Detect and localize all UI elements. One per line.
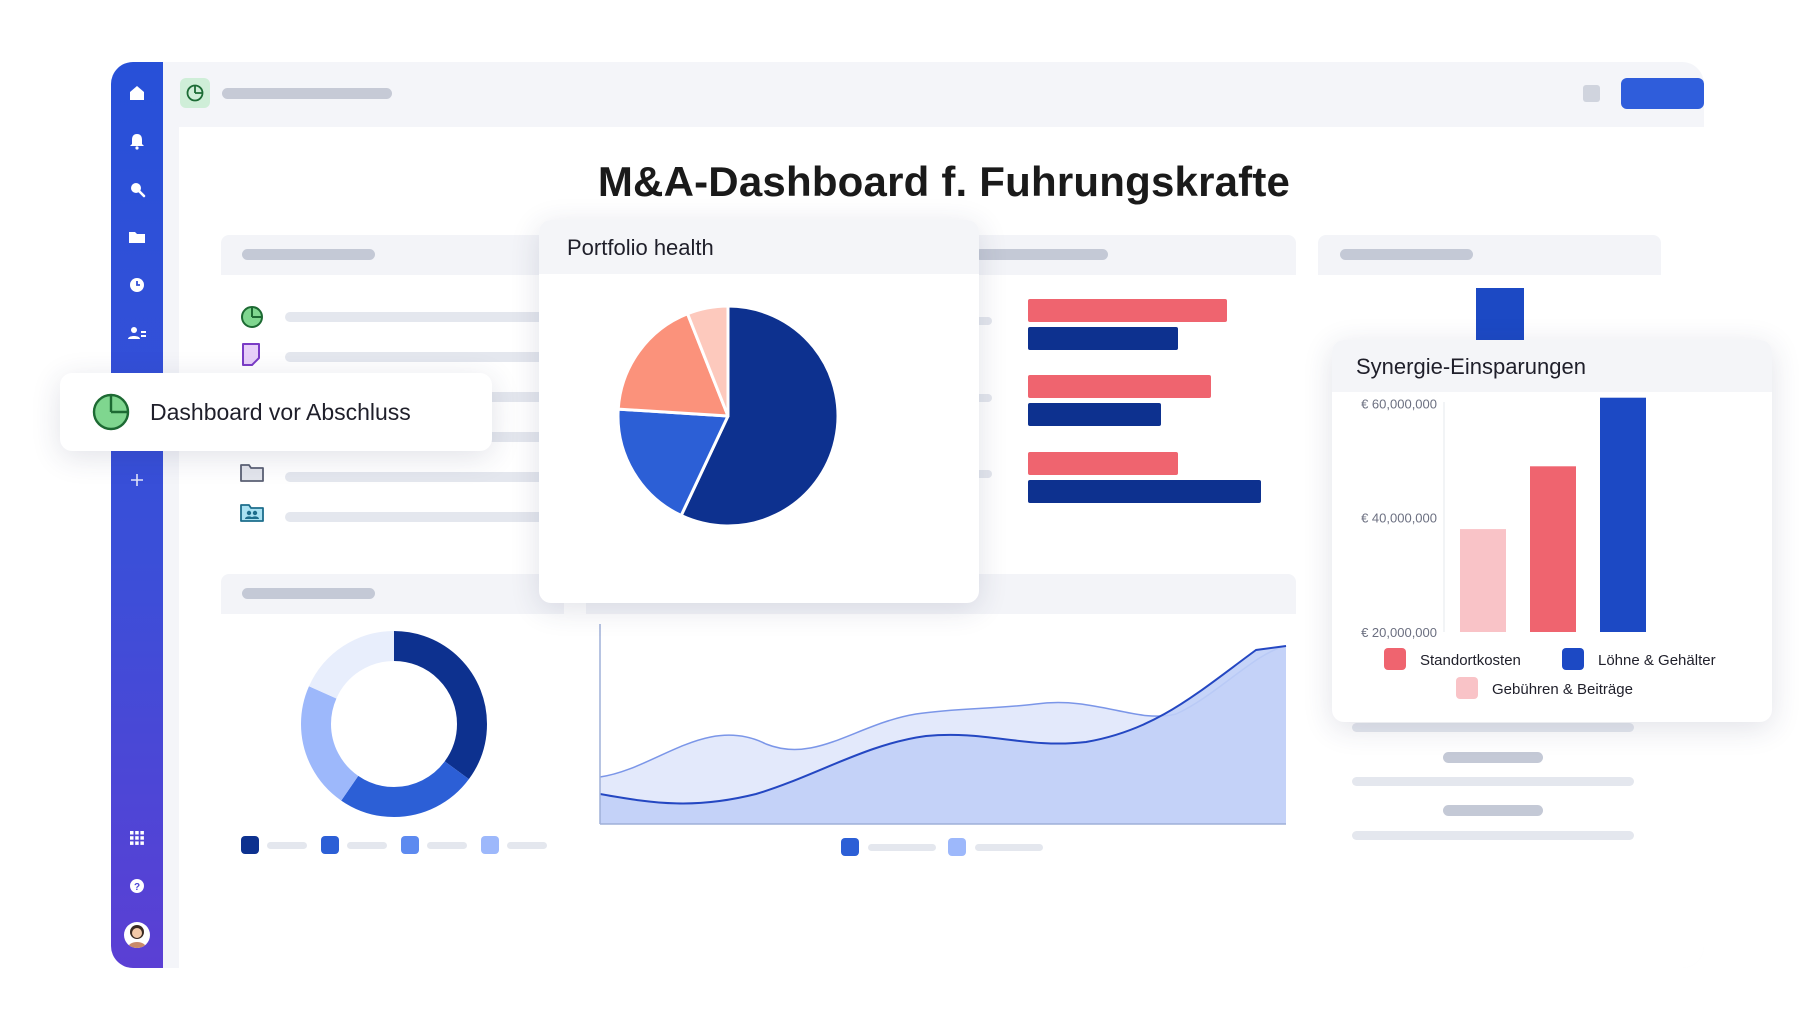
bar-red — [1028, 375, 1211, 398]
note-icon — [242, 343, 260, 366]
legend-swatch — [401, 836, 419, 854]
tooltip-label: Dashboard vor Abschluss — [150, 399, 411, 425]
users-icon[interactable] — [127, 324, 147, 342]
bar — [1460, 529, 1506, 632]
legend-swatch — [1384, 648, 1406, 670]
sidebar: ? — [111, 62, 163, 968]
legend-label: Standortkosten — [1420, 652, 1521, 669]
bar-navy — [1028, 327, 1178, 350]
legend-swatch — [1562, 648, 1584, 670]
y-tick-label: € 60,000,000 — [1361, 396, 1437, 411]
portfolio-card-header — [539, 220, 979, 274]
synergy-card-title: Synergie-Einsparungen — [1356, 354, 1586, 379]
legend-swatch — [1456, 677, 1478, 699]
team-folder-icon — [240, 504, 264, 522]
legend-label-placeholder — [267, 842, 307, 849]
legend-swatch — [948, 838, 966, 856]
list-item-placeholder — [285, 472, 561, 482]
pie-chart-icon — [186, 84, 204, 102]
horizontal-bars — [970, 275, 1296, 515]
synergy-card-header — [1332, 340, 1772, 392]
area-chart — [599, 624, 1287, 825]
list-widget-title-placeholder — [242, 249, 375, 260]
bar-axis-placeholder — [970, 470, 992, 478]
right-widget-line-placeholder — [1352, 777, 1634, 786]
legend-label-placeholder — [975, 844, 1043, 851]
legend-swatch — [241, 836, 259, 854]
donut-chart — [301, 631, 487, 817]
legend-label-placeholder — [868, 844, 936, 851]
pie-slice — [616, 407, 730, 518]
list-item-placeholder — [285, 512, 561, 522]
add-icon[interactable] — [129, 472, 145, 488]
list-item-placeholder — [285, 352, 561, 362]
y-tick-label: € 40,000,000 — [1361, 511, 1437, 526]
right-widget-line-placeholder — [1443, 805, 1543, 816]
legend-swatch — [481, 836, 499, 854]
pie-slice — [686, 304, 730, 418]
pie-chart-icon — [241, 306, 263, 328]
pie-slice — [616, 312, 730, 418]
bar-axis-placeholder — [970, 394, 992, 402]
pie-slice — [679, 304, 840, 528]
bar-axis-placeholder — [970, 317, 992, 325]
folder-icon[interactable] — [128, 228, 146, 246]
right-widget-line-placeholder — [1443, 752, 1543, 763]
clock-icon[interactable] — [128, 276, 146, 294]
bar — [1600, 397, 1646, 632]
right-widget-title-placeholder — [1340, 249, 1473, 260]
y-tick-label: € 20,000,000 — [1361, 625, 1437, 640]
bar — [1530, 466, 1576, 632]
primary-action-button[interactable] — [1621, 78, 1704, 109]
svg-text:?: ? — [134, 882, 140, 893]
portfolio-health-card: Portfolio health — [539, 220, 979, 603]
bar-red — [1028, 452, 1178, 475]
bar-red — [1028, 299, 1227, 322]
portfolio-pie-chart — [616, 304, 840, 528]
pie-chart-icon — [92, 393, 130, 431]
breadcrumb-placeholder — [222, 88, 392, 99]
portfolio-card-title: Portfolio health — [567, 235, 714, 260]
help-icon[interactable]: ? — [128, 877, 146, 895]
donut-legend — [241, 836, 561, 856]
synergy-card: Synergie-Einsparungen € 60,000,000 € 40,0… — [1332, 340, 1772, 722]
bar-widget-title-placeholder — [975, 249, 1108, 260]
legend-swatch — [321, 836, 339, 854]
bar-navy — [1028, 403, 1161, 426]
dashboard-tooltip[interactable]: Dashboard vor Abschluss — [60, 373, 492, 451]
synergy-bar-chart: € 60,000,000 € 40,000,000 € 20,000,000 Sta… — [1361, 396, 1716, 699]
apps-grid-icon[interactable] — [129, 830, 145, 846]
legend-label: Löhne & Gehälter — [1598, 652, 1716, 669]
legend-label-placeholder — [347, 842, 387, 849]
right-widget-bar — [1476, 288, 1524, 348]
right-widget-line-placeholder — [1352, 723, 1634, 732]
toolbar-placeholder[interactable] — [1583, 85, 1600, 102]
app-logo[interactable] — [180, 78, 210, 108]
page-title: M&A-Dashboard f. Fuhrungskrafte — [597, 158, 1291, 205]
legend-swatch — [841, 838, 859, 856]
legend-label-placeholder — [427, 842, 467, 849]
legend-label: Gebühren & Beiträge — [1492, 681, 1633, 698]
bar-navy — [1028, 480, 1261, 503]
folder-icon — [240, 464, 264, 482]
bell-icon[interactable] — [128, 132, 146, 150]
donut-widget-title-placeholder — [242, 588, 375, 599]
legend-label-placeholder — [507, 842, 547, 849]
search-icon[interactable] — [128, 180, 146, 198]
avatar[interactable] — [124, 922, 150, 948]
area-legend — [841, 838, 1051, 858]
list-item-placeholder — [285, 312, 561, 322]
home-icon[interactable] — [128, 84, 146, 102]
right-widget-line-placeholder — [1352, 831, 1634, 840]
